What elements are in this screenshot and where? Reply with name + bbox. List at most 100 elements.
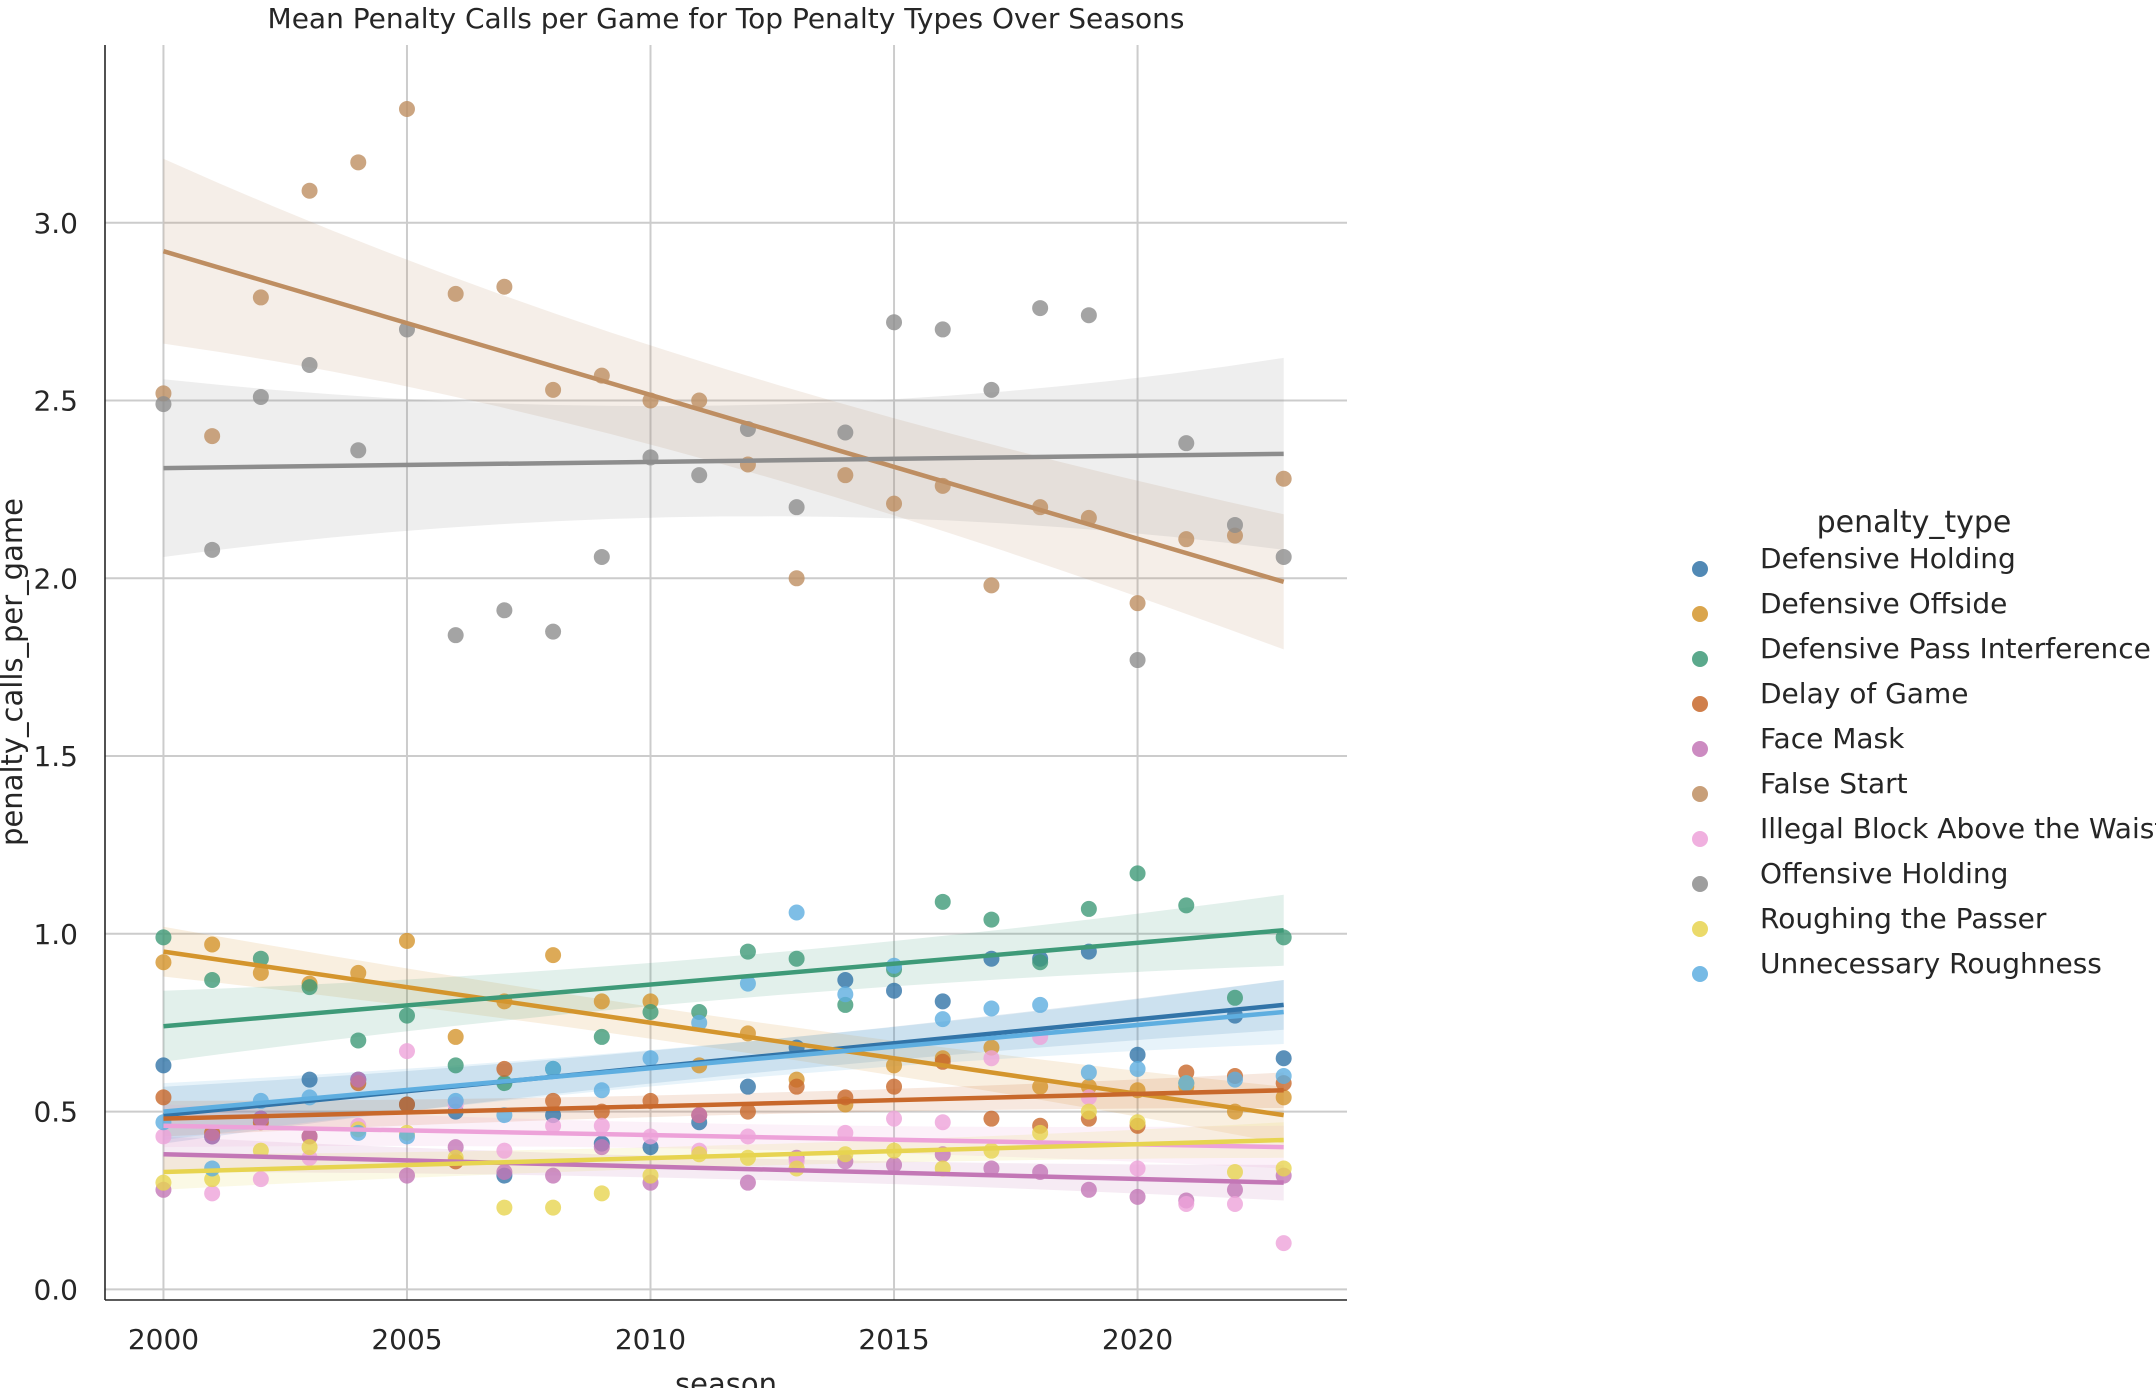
data-point — [398, 100, 415, 117]
x-axis-label: season — [675, 1367, 777, 1388]
data-point — [1032, 954, 1049, 971]
data-point — [1032, 1124, 1049, 1141]
data-point — [691, 1107, 708, 1124]
legend-marker — [1692, 966, 1708, 982]
y-tick-label: 2.0 — [33, 562, 78, 595]
data-point — [593, 1185, 610, 1202]
data-point — [350, 964, 367, 981]
grid-lines — [105, 45, 1347, 1300]
regression-line — [163, 949, 1285, 1118]
data-point — [983, 911, 1000, 928]
data-point — [204, 936, 221, 953]
regression-line — [162, 249, 1285, 584]
data-point — [886, 982, 903, 999]
confidence-band — [163, 357, 1284, 557]
data-point — [398, 1096, 415, 1113]
data-point — [1129, 1188, 1146, 1205]
legend-label: Delay of Game — [1760, 677, 1968, 710]
data-point — [496, 1199, 513, 1216]
data-point — [788, 570, 805, 587]
data-point — [252, 950, 269, 967]
data-point — [983, 381, 1000, 398]
legend-label: False Start — [1760, 767, 1908, 800]
data-point — [447, 285, 464, 302]
data-point — [1275, 548, 1292, 565]
legend-label: Face Mask — [1760, 722, 1905, 755]
data-point — [788, 1078, 805, 1095]
data-point — [398, 1007, 415, 1024]
confidence-band — [163, 158, 1284, 650]
data-point — [155, 1089, 172, 1106]
data-point — [1275, 1089, 1292, 1106]
data-point — [204, 428, 221, 445]
y-tick-label: 1.5 — [33, 740, 78, 773]
data-point — [788, 499, 805, 516]
data-point — [155, 929, 172, 946]
data-point — [934, 1011, 951, 1028]
data-point — [739, 1174, 756, 1191]
data-point — [252, 388, 269, 405]
data-point — [1275, 929, 1292, 946]
confidence-bands — [163, 158, 1284, 1201]
data-point — [350, 1071, 367, 1088]
regression-line — [163, 928, 1284, 1029]
data-point — [593, 1117, 610, 1134]
data-point — [886, 314, 903, 331]
y-tick-label: 3.0 — [33, 207, 78, 240]
legend-marker — [1692, 606, 1708, 622]
data-point — [301, 1139, 318, 1156]
data-point — [1080, 1103, 1097, 1120]
data-point — [155, 1057, 172, 1074]
regression-line — [163, 1009, 1284, 1114]
regression-line — [163, 1137, 1284, 1175]
data-point — [983, 577, 1000, 594]
data-point — [983, 1000, 1000, 1017]
legend-label: Unnecessary Roughness — [1760, 947, 2102, 980]
data-point — [1275, 1160, 1292, 1177]
legend-label: Roughing the Passer — [1760, 902, 2047, 935]
data-point — [886, 1110, 903, 1127]
data-point — [934, 893, 951, 910]
data-point — [593, 993, 610, 1010]
data-point — [837, 986, 854, 1003]
legend-marker — [1692, 696, 1708, 712]
x-tick-label: 2000 — [128, 1323, 199, 1356]
data-point — [642, 1004, 659, 1021]
y-axis-label: penalty_calls_per_game — [0, 498, 29, 846]
regression-line — [163, 451, 1284, 471]
data-point — [350, 442, 367, 459]
data-point — [739, 1149, 756, 1166]
x-tick-label: 2020 — [1102, 1323, 1173, 1356]
data-point — [593, 1139, 610, 1156]
data-point — [593, 1028, 610, 1045]
legend: penalty_type Defensive Holding Defensive … — [1692, 505, 2156, 982]
data-point — [1129, 1114, 1146, 1131]
data-point — [350, 154, 367, 171]
y-tick-label: 1.0 — [33, 918, 78, 951]
data-point — [1226, 1181, 1243, 1198]
data-point — [545, 1167, 562, 1184]
data-point — [886, 1057, 903, 1074]
data-point — [545, 1199, 562, 1216]
data-point — [1032, 996, 1049, 1013]
legend-marker — [1692, 876, 1708, 892]
legend-marker — [1692, 921, 1708, 937]
regression-line — [163, 1151, 1284, 1185]
data-point — [447, 1057, 464, 1074]
data-point — [1129, 1060, 1146, 1077]
data-point — [1080, 1064, 1097, 1081]
data-point — [301, 356, 318, 373]
data-point — [1275, 1050, 1292, 1067]
data-point — [934, 1114, 951, 1131]
data-point — [739, 1078, 756, 1095]
x-tick-label: 2005 — [371, 1323, 442, 1356]
data-point — [788, 904, 805, 921]
legend-marker — [1692, 831, 1708, 847]
data-point — [301, 1071, 318, 1088]
data-point — [398, 932, 415, 949]
data-point — [1178, 1196, 1195, 1213]
data-point — [886, 1078, 903, 1095]
legend-marker — [1692, 561, 1708, 577]
data-point — [496, 1164, 513, 1181]
